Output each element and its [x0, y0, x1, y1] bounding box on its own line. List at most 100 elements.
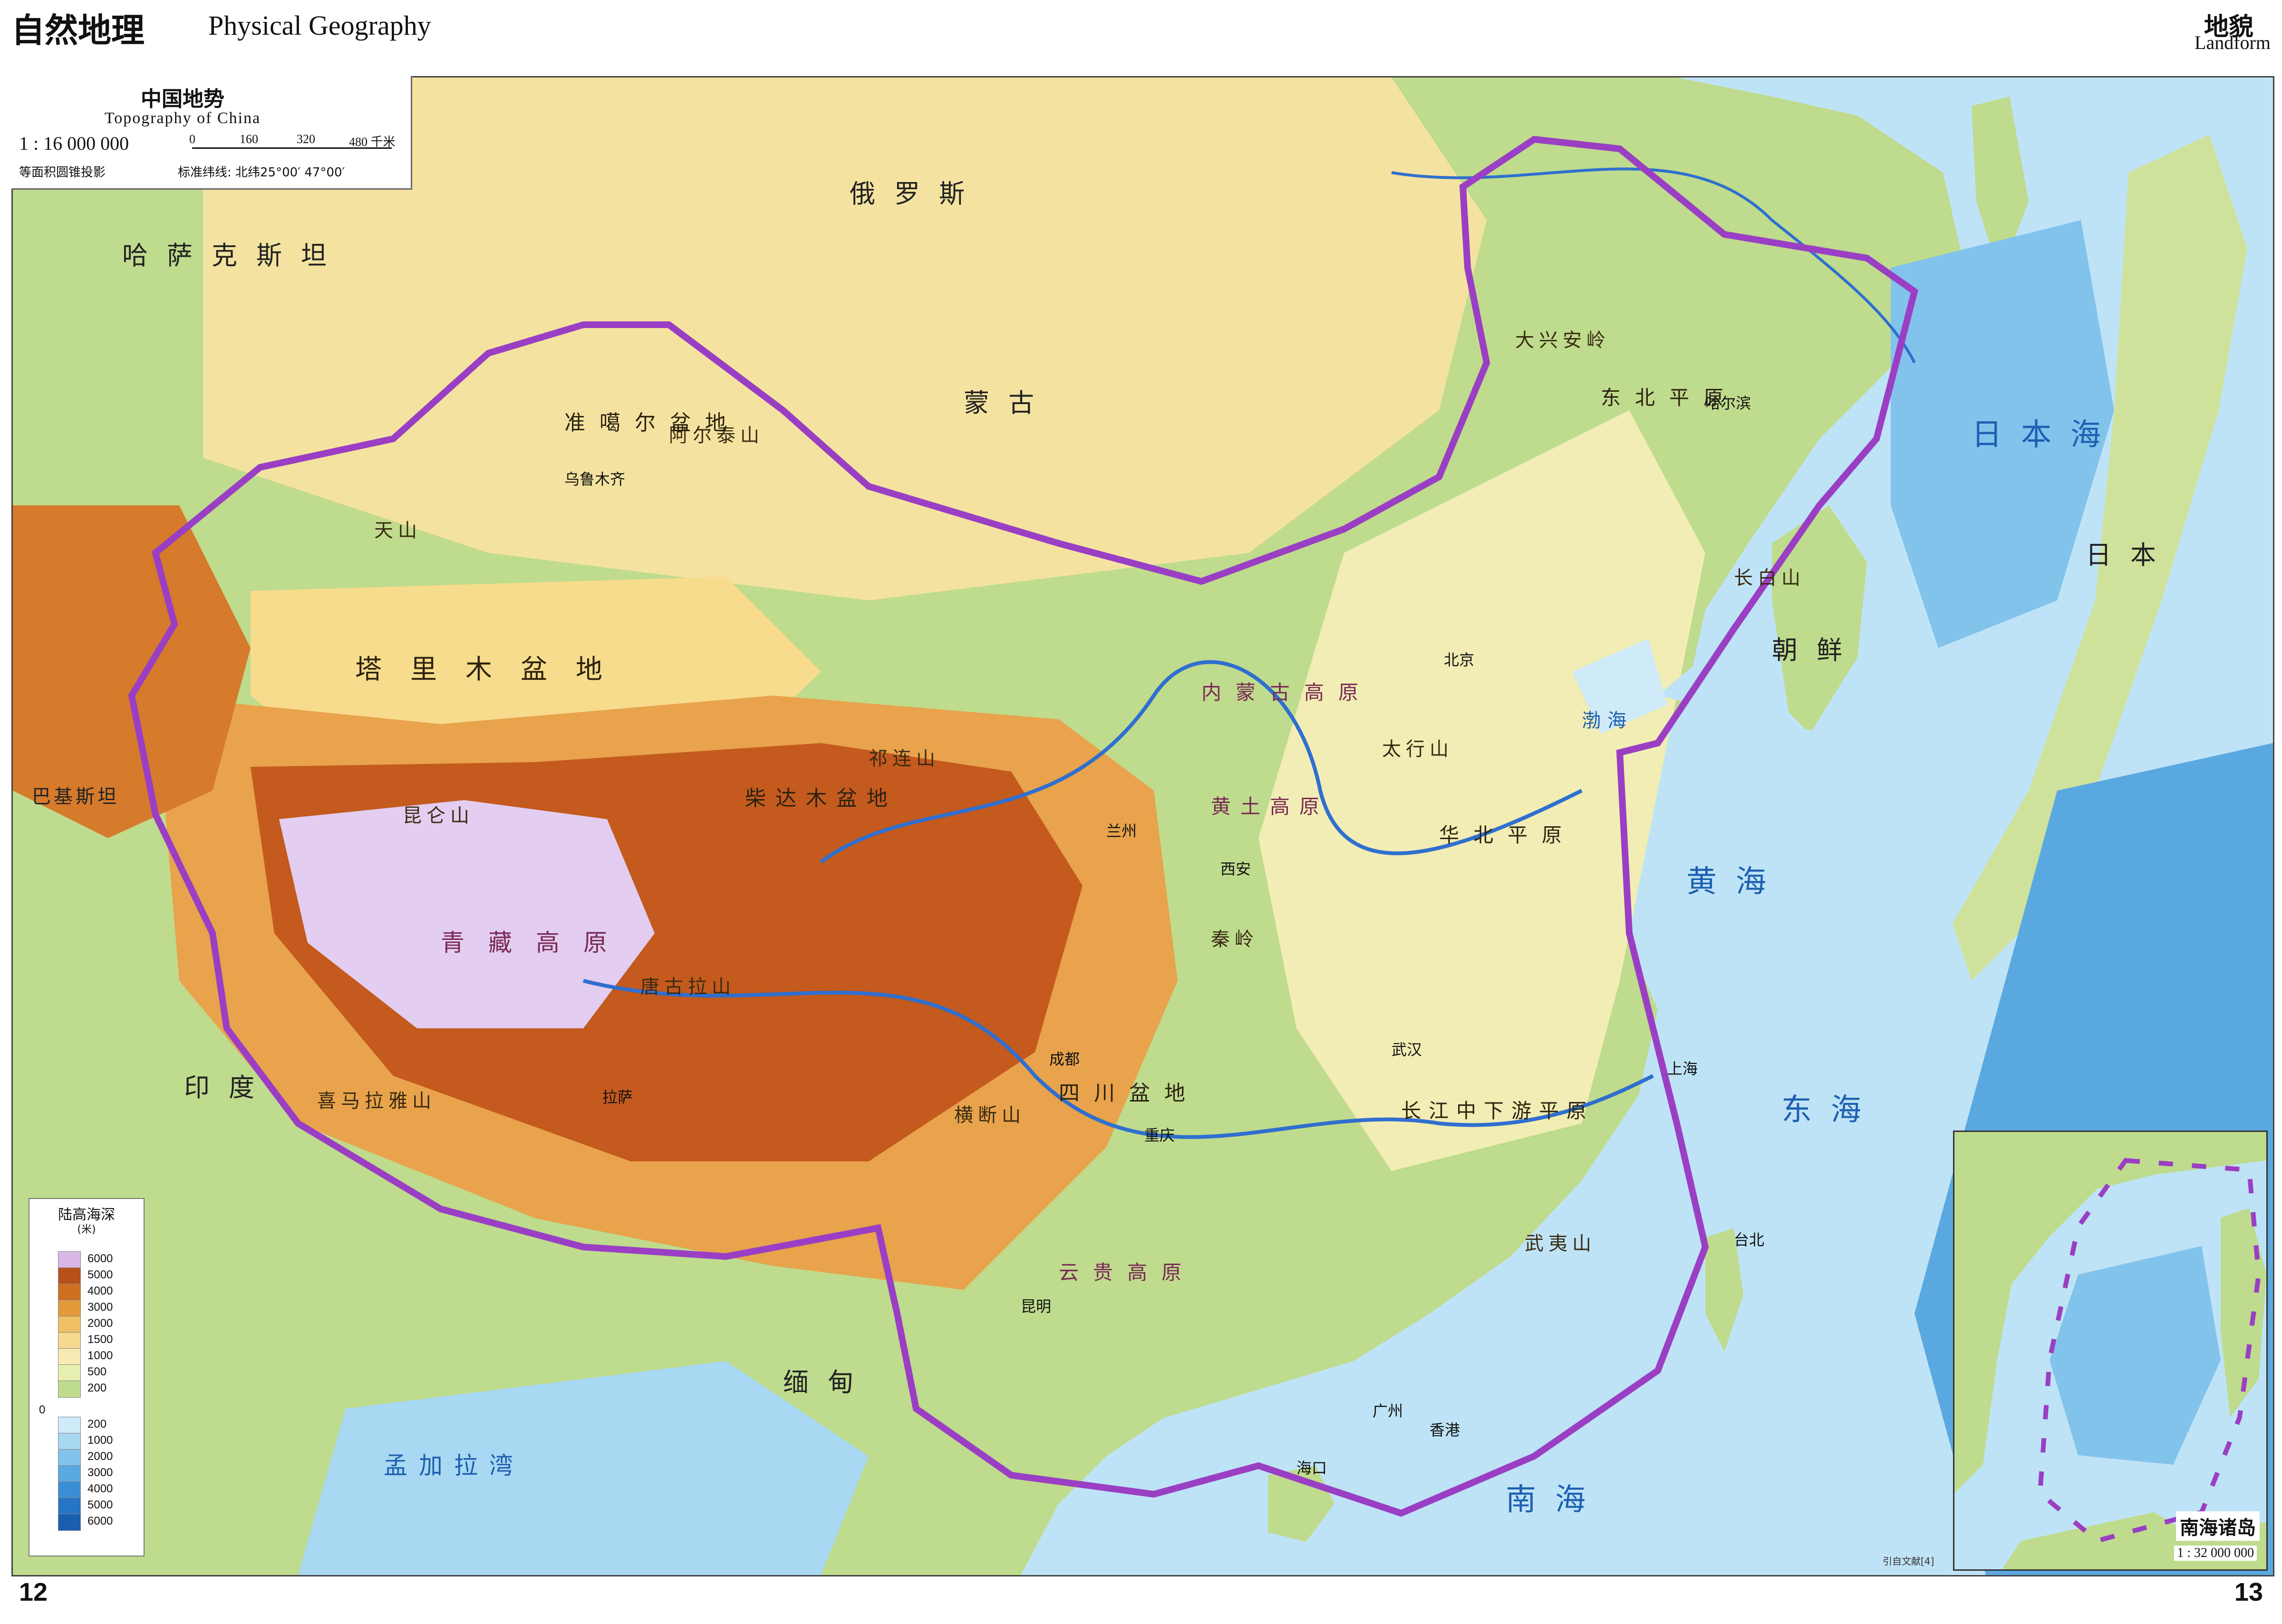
- label-donghai: 东海: [1781, 1092, 1880, 1128]
- legend-swatch: [58, 1267, 81, 1285]
- inset-title: 南海诸岛: [2176, 1511, 2260, 1541]
- legend-label: 6000: [87, 1515, 113, 1527]
- legend-label: 4000: [87, 1285, 113, 1297]
- legend-label: 1500: [87, 1333, 113, 1346]
- legend-swatch: [58, 1332, 81, 1349]
- label-huanghai: 黄海: [1686, 864, 1785, 899]
- inset-south-china-sea[interactable]: 南海诸岛 1 : 32 000 000: [1953, 1131, 2268, 1571]
- label-yungui: 云贵高原: [1059, 1261, 1196, 1284]
- label-bohai: 渤海: [1582, 710, 1633, 732]
- legend-sea-row: 2000: [58, 1449, 134, 1466]
- inset-canvas: [1954, 1132, 2266, 1569]
- legend-swatch: [58, 1465, 81, 1482]
- land-japan: [1953, 135, 2247, 981]
- standard-parallels: 标准纬线: 北纬25°00′ 47°00′: [178, 165, 345, 180]
- label-mongolia: 蒙古: [964, 388, 1053, 418]
- scale-bar: [192, 147, 392, 152]
- legend-land-row: 200: [58, 1381, 134, 1398]
- legend-label: 200: [87, 1418, 107, 1431]
- land-korea-japan: [1772, 505, 1867, 734]
- legend-land-row: 2000: [58, 1316, 134, 1333]
- legend-label: 6000: [87, 1252, 113, 1265]
- legend-sea-row: 3000: [58, 1465, 134, 1482]
- inset-scale: 1 : 32 000 000: [2174, 1546, 2257, 1561]
- city-chengdu: 成都: [1049, 1050, 1080, 1068]
- river-yangtze: [583, 979, 1654, 1139]
- city-taipei: 台北: [1734, 1231, 1765, 1249]
- legend-sea-row: 1000: [58, 1433, 134, 1450]
- legend-land-row: 5000: [58, 1267, 134, 1285]
- page-number-left: 12: [19, 1578, 48, 1606]
- land-taiwan: [1705, 1228, 1743, 1352]
- label-daxinganling: 大兴安岭: [1515, 329, 1610, 351]
- scale-tick-0: 0: [189, 132, 195, 146]
- city-wuhan: 武汉: [1392, 1041, 1422, 1059]
- map-title-box: 中国地势 Topography of China 1 : 16 000 000 …: [11, 76, 412, 190]
- legend-land-row: 1000: [58, 1348, 134, 1365]
- legend-title: 陆高海深: [58, 1207, 115, 1223]
- legend-label: 1000: [87, 1349, 113, 1362]
- label-sichuan: 四川盆地: [1059, 1081, 1199, 1105]
- label-kazakhstan: 哈萨克斯坦: [122, 241, 346, 271]
- page-header: 自然地理 Physical Geography 地貌 Landform: [0, 0, 2282, 71]
- legend-sea-row: 6000: [58, 1514, 134, 1531]
- legend-label: 200: [87, 1382, 107, 1394]
- label-korea: 朝鲜: [1772, 635, 1861, 665]
- legend-swatch: [58, 1348, 81, 1365]
- label-himalaya: 喜马拉雅山: [317, 1090, 436, 1112]
- sea-east-china: [1487, 600, 1962, 1575]
- legend-swatch: [58, 1364, 81, 1382]
- city-shanghai: 上海: [1667, 1060, 1698, 1078]
- city-lhasa: 拉萨: [602, 1088, 633, 1106]
- legend-sea-row: 200: [58, 1417, 134, 1434]
- topic-title-cn: 地貌: [2204, 13, 2253, 41]
- legend-label: 1000: [87, 1434, 113, 1447]
- legend-label: 5000: [87, 1498, 113, 1511]
- label-altai: 阿尔泰山: [669, 425, 764, 446]
- label-india: 印度: [184, 1073, 273, 1102]
- label-qilian: 祁连山: [869, 748, 940, 770]
- inset-deep-basin: [2050, 1246, 2221, 1465]
- map-title-en: Topography of China: [104, 109, 261, 127]
- legend-label: 0: [39, 1403, 46, 1416]
- label-huabei: 华北平原: [1439, 823, 1576, 847]
- label-qaidam: 柴达木盆地: [745, 786, 897, 811]
- section-title-en: Physical Geography: [208, 10, 431, 41]
- label-changbai: 长白山: [1734, 567, 1805, 589]
- map-title-cn: 中国地势: [141, 87, 224, 111]
- label-kunlun: 昆仑山: [403, 805, 474, 827]
- legend-swatch: [58, 1514, 81, 1531]
- topographic-map[interactable]: 俄罗斯 哈萨克斯坦 蒙古 印度 缅甸 朝鲜 日本 巴基斯坦 天山 昆仑山 喜马拉…: [11, 76, 2274, 1576]
- legend-label: 3000: [87, 1466, 113, 1479]
- legend-label: 4000: [87, 1482, 113, 1495]
- label-tanggula: 唐古拉山: [640, 976, 735, 998]
- city-chongqing: 重庆: [1144, 1126, 1175, 1144]
- zone-high-west: [13, 505, 251, 838]
- legend-swatch: [58, 1251, 81, 1268]
- label-pakistan: 巴基斯坦: [32, 786, 119, 808]
- legend-land-row: 1500: [58, 1332, 134, 1349]
- scale-tick-1: 160: [240, 132, 258, 146]
- china-border: [128, 135, 1918, 1517]
- zone-north-uplands: [203, 77, 1487, 600]
- legend-unit: (米): [77, 1224, 96, 1236]
- city-beijing: 北京: [1444, 651, 1475, 669]
- sea-bengal: [298, 1361, 869, 1575]
- legend-label: 2000: [87, 1450, 113, 1463]
- label-riben-hai: 日本海: [1972, 417, 2120, 453]
- city-lanzhou: 兰州: [1106, 822, 1137, 840]
- city-haikou: 海口: [1296, 1459, 1327, 1477]
- inset-nine-dash: [2037, 1158, 2262, 1544]
- label-nanhai: 南海: [1506, 1482, 1605, 1518]
- legend-swatch: [58, 1481, 81, 1498]
- legend-swatch: [58, 1316, 81, 1333]
- legend-swatch: [58, 1498, 81, 1515]
- source-credit: 引自文献[4]: [1883, 1556, 1934, 1567]
- legend-land-row: 500: [58, 1364, 134, 1382]
- river-amur: [1391, 167, 1916, 364]
- label-changjiang: 长江中下游平原: [1401, 1099, 1595, 1122]
- label-japan: 日本: [2086, 540, 2175, 570]
- label-dongbei: 东北平原: [1601, 386, 1738, 409]
- elevation-legend: 陆高海深 (米) 6000 5000 4000 3000 2000 1500 1000 500…: [29, 1198, 145, 1556]
- legend-label: 5000: [87, 1268, 113, 1281]
